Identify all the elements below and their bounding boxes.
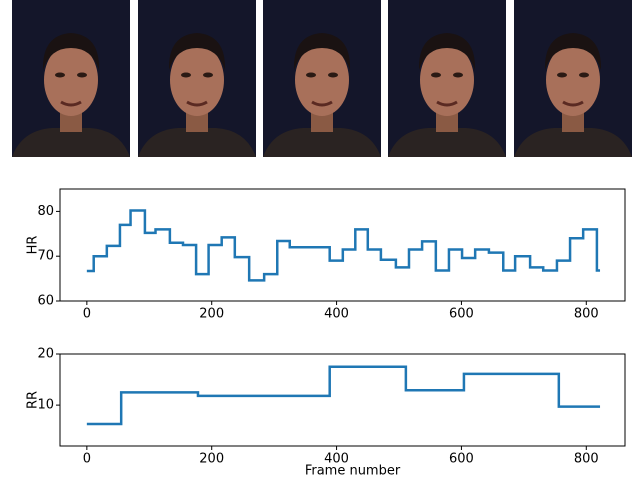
y-tick-label: 80 [37, 204, 54, 219]
x-tick-label: 600 [449, 307, 474, 322]
x-axis-label: Frame number [305, 464, 401, 479]
y-tick-label: 20 [37, 347, 54, 362]
y-tick-label: 70 [37, 249, 54, 264]
step-line [86, 209, 601, 282]
plot-frame [59, 353, 626, 447]
y-axis-label: RR [26, 391, 41, 409]
x-tick-label: 800 [574, 307, 599, 322]
step-line [86, 365, 601, 426]
x-tick-label: 600 [449, 452, 474, 467]
plot-frame [59, 188, 626, 302]
x-tick-label: 0 [83, 307, 91, 322]
x-tick-label: 200 [199, 452, 224, 467]
y-tick-label: 10 [37, 398, 54, 413]
x-tick-label: 0 [83, 452, 91, 467]
x-tick-label: 200 [199, 307, 224, 322]
y-axis-label: HR [26, 236, 41, 255]
x-tick-label: 400 [324, 307, 349, 322]
y-tick-label: 60 [37, 294, 54, 309]
x-tick-label: 800 [574, 452, 599, 467]
x-tick-label: 400 [324, 452, 349, 467]
photo-strip [10, 0, 634, 159]
